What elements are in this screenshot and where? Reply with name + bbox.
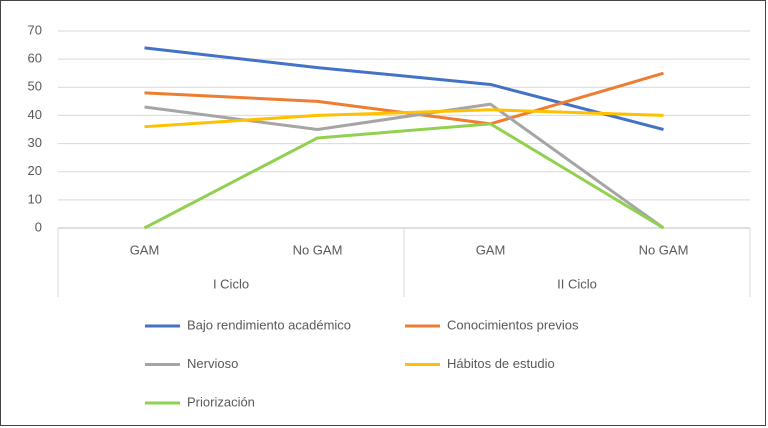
series-line bbox=[143, 122, 665, 230]
legend-label: Hábitos de estudio bbox=[447, 356, 555, 371]
series-line bbox=[144, 102, 665, 230]
series-line bbox=[144, 108, 664, 129]
legend-label: Bajo rendimiento académico bbox=[187, 317, 351, 332]
y-tick-label: 60 bbox=[28, 51, 42, 66]
legend-label: Conocimientos previos bbox=[447, 317, 579, 332]
group-label: I Ciclo bbox=[213, 276, 249, 291]
legend-label: Nervioso bbox=[187, 356, 238, 371]
y-tick-label: 50 bbox=[28, 79, 42, 94]
x-tick-label: No GAM bbox=[639, 242, 689, 257]
y-tick-label: 20 bbox=[28, 163, 42, 178]
x-tick-label: GAM bbox=[130, 242, 160, 257]
x-tick-label: GAM bbox=[476, 242, 506, 257]
y-tick-label: 0 bbox=[35, 219, 42, 234]
legend-label: Priorización bbox=[187, 394, 255, 409]
x-tick-label: No GAM bbox=[293, 242, 343, 257]
y-tick-label: 30 bbox=[28, 135, 42, 150]
y-tick-label: 10 bbox=[28, 191, 42, 206]
series-line bbox=[144, 46, 664, 131]
y-tick-label: 40 bbox=[28, 107, 42, 122]
group-label: II Ciclo bbox=[557, 276, 597, 291]
y-tick-label: 70 bbox=[28, 22, 42, 37]
